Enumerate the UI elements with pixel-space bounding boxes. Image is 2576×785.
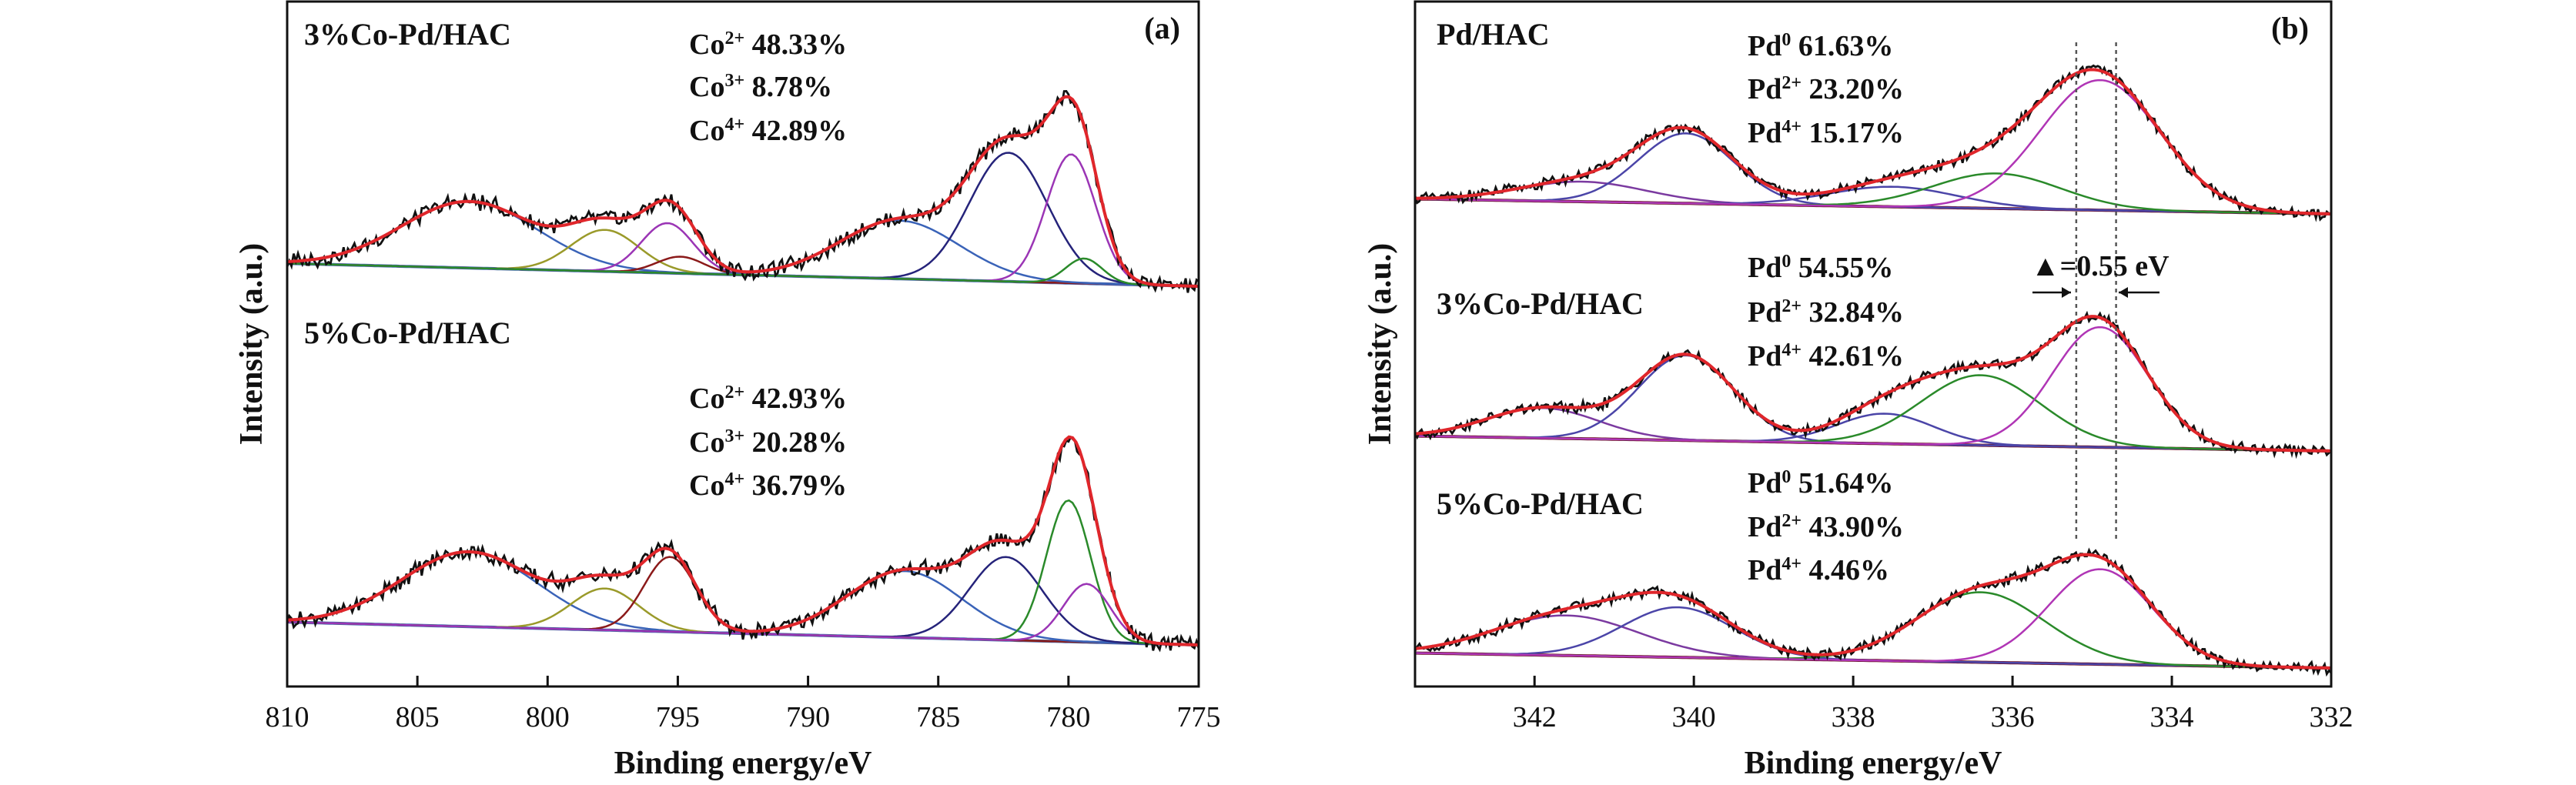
panel-a-y-axis-title: Intensity (a.u.) <box>234 243 269 446</box>
fit-envelope <box>1414 68 2332 215</box>
x-tick-label: 334 <box>2150 701 2194 733</box>
species-pd4-5co: Pd4+ 4.46% <box>1748 554 1889 586</box>
x-tick-label: 775 <box>1177 701 1221 733</box>
x-tick-label: 336 <box>1991 701 2035 733</box>
x-tick-label: 795 <box>656 701 700 733</box>
species-pd2-5co: Pd2+ 43.90% <box>1748 511 1904 543</box>
fit-envelope <box>286 435 1199 646</box>
panel-a-x-ticks: 810 805 800 795 790 785 780 775 <box>266 676 1221 733</box>
panel-a-species-5co: Co2+ 42.93% Co3+ 20.28% Co4+ 36.79% <box>689 382 847 502</box>
shift-arrowhead-right <box>2119 287 2128 298</box>
species-pd0-5co: Pd0 51.64% <box>1748 467 1893 499</box>
x-tick-label: 790 <box>786 701 830 733</box>
fit-component-peak <box>286 229 1199 288</box>
species-co2-5co: Co2+ 42.93% <box>689 382 847 415</box>
panel-b-sample-label-5co: 5%Co-Pd/HAC <box>1437 486 1644 521</box>
panel-b-species-5co: Pd0 51.64% Pd2+ 43.90% Pd4+ 4.46% <box>1748 467 1904 586</box>
panel-a-sample-label-3co: 3%Co-Pd/HAC <box>304 17 511 52</box>
species-co4-5co: Co4+ 36.79% <box>689 469 847 502</box>
x-tick-label: 340 <box>1672 701 1716 733</box>
panel-b-tag: (b) <box>2271 11 2309 45</box>
species-pd4-3co: Pd4+ 42.61% <box>1748 340 1904 372</box>
fit-component-peak <box>286 499 1199 646</box>
species-pd4-pd: Pd4+ 15.17% <box>1748 117 1904 149</box>
species-pd2-3co: Pd2+ 32.84% <box>1748 296 1904 329</box>
species-co3-3co: Co3+ 8.78% <box>689 71 832 103</box>
panel-a-frame <box>286 0 1200 688</box>
panel-a-plot-area <box>286 89 1200 653</box>
panel-a-x-axis-title: Binding energy/eV <box>614 746 872 781</box>
panel-b-sample-label-3co: 3%Co-Pd/HAC <box>1437 286 1644 321</box>
panel-b-plot-area <box>1413 64 2333 677</box>
panel-b-sample-label-pd: Pd/HAC <box>1437 17 1550 52</box>
panel-b-x-ticks: 342 340 338 336 334 332 <box>1513 676 2354 733</box>
panel-b-species-3co: Pd0 54.55% Pd2+ 32.84% Pd4+ 42.61% <box>1748 252 1904 372</box>
species-co2-3co: Co2+ 48.33% <box>689 28 847 61</box>
x-tick-label: 342 <box>1513 701 1557 733</box>
fit-envelope <box>286 95 1199 288</box>
panel-b-x-axis-title: Binding energy/eV <box>1745 746 2002 781</box>
panel-b-reference-lines <box>2075 42 2117 539</box>
species-co3-5co: Co3+ 20.28% <box>689 426 847 459</box>
panel-a-sample-label-5co: 5%Co-Pd/HAC <box>304 316 511 350</box>
panel-b-pd3d-spectra: 342 340 338 336 334 332 (b) Pd/HAC 3%Co-Pd/HA… <box>1363 0 2354 781</box>
fit-envelope <box>1414 315 2332 453</box>
x-tick-label: 338 <box>1832 701 1875 733</box>
raw-spectrum <box>286 89 1199 293</box>
species-pd0-3co: Pd0 54.55% <box>1748 252 1893 284</box>
panel-a-species-3co: Co2+ 48.33% Co3+ 8.78% Co4+ 42.89% <box>689 28 847 147</box>
species-pd0-pd: Pd0 61.63% <box>1748 30 1893 62</box>
fit-envelope <box>1414 553 2332 670</box>
x-tick-label: 800 <box>526 701 570 733</box>
x-tick-label: 810 <box>266 701 309 733</box>
panel-b-y-axis-title: Intensity (a.u.) <box>1363 243 1398 446</box>
x-tick-label: 780 <box>1046 701 1090 733</box>
panel-a-co2p-spectra: 810 805 800 795 790 785 780 775 (a) 3%Co-Pd/HAC… <box>234 0 1221 781</box>
panel-b-species-pd: Pd0 61.63% Pd2+ 23.20% Pd4+ 15.17% <box>1748 30 1904 149</box>
shift-annotation-label: ▲=0.55 eV <box>2031 250 2170 282</box>
species-pd2-pd: Pd2+ 23.20% <box>1748 73 1904 105</box>
x-tick-label: 805 <box>396 701 440 733</box>
x-tick-label: 785 <box>916 701 960 733</box>
x-tick-label: 332 <box>2310 701 2354 733</box>
panel-b-frame <box>1413 0 2333 688</box>
panel-a-tag: (a) <box>1144 11 1180 45</box>
shift-annotation: ▲=0.55 eV <box>2031 250 2170 298</box>
raw-spectrum <box>1413 310 2332 459</box>
shift-arrowhead-left <box>2062 287 2071 298</box>
species-co4-3co: Co4+ 42.89% <box>689 115 847 147</box>
